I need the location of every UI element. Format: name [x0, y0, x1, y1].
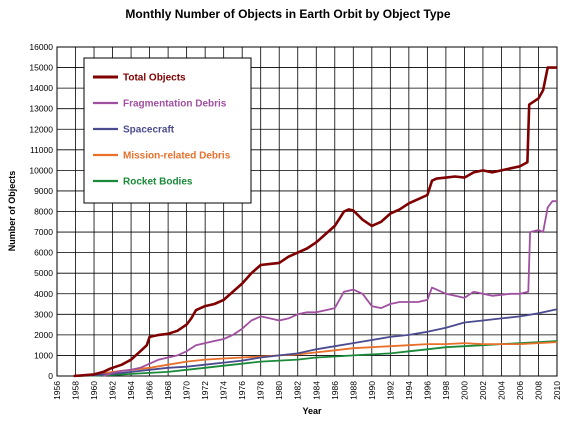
legend-label-fragmentation-debris: Fragmentation Debris: [123, 99, 227, 110]
y-tick-label: 11000: [30, 145, 53, 155]
x-tick-label: 1960: [89, 381, 99, 400]
y-tick-label: 6000: [34, 248, 53, 258]
x-tick-label: 2006: [515, 381, 525, 400]
x-tick-label: 2010: [552, 381, 562, 400]
series-line-rocket-bodies: [73, 340, 558, 377]
y-tick-label: 1000: [34, 350, 53, 360]
x-tick-label: 1976: [237, 381, 247, 400]
y-axis: 0 1000 2000 3000 4000 5000 6000 7000 8000 9000 100…: [29, 42, 53, 381]
y-tick-label: 7000: [34, 227, 53, 237]
x-tick-label: 1958: [71, 381, 81, 400]
y-tick-label: 10000: [29, 165, 53, 175]
y-tick-label: 14000: [29, 83, 53, 93]
series-line-mission-related-debris: [73, 341, 558, 377]
y-tick-label: 3000: [34, 309, 53, 319]
x-tick-label: 1986: [330, 381, 340, 400]
x-tick-label: 1964: [126, 381, 136, 400]
x-tick-label: 2000: [459, 381, 469, 400]
y-axis-title: Number of Objects: [7, 171, 17, 252]
legend-label-mission-related-debris: Mission-related Debris: [123, 151, 231, 162]
y-tick-label: 2000: [34, 330, 53, 340]
legend-label-spacecraft: Spacecraft: [123, 125, 175, 136]
x-tick-label: 1984: [311, 381, 321, 400]
x-tick-label: 1988: [348, 381, 358, 400]
x-tick-label: 1990: [367, 381, 377, 400]
legend-box: [83, 57, 252, 204]
x-tick-label: 1982: [293, 381, 303, 400]
x-tick-label: 1998: [441, 381, 451, 400]
chart-title: Monthly Number of Objects in Earth Orbit…: [125, 7, 450, 21]
series-line-total-objects: [73, 66, 557, 378]
x-tick-label: 2002: [478, 381, 488, 400]
series-line-fragmentation-debris: [103, 200, 557, 377]
x-tick-label: 1966: [145, 381, 155, 400]
x-axis-title: Year: [302, 406, 322, 416]
y-tick-label: 12000: [29, 124, 53, 134]
legend-label-total-objects: Total Objects: [123, 73, 186, 84]
x-tick-label: 1978: [256, 381, 266, 400]
y-tick-label: 13000: [29, 104, 53, 114]
x-tick-label: 1972: [200, 381, 210, 400]
x-axis: 1956 1958 1960 1962 1964 1966 1968 1970 1972 1974…: [52, 381, 562, 400]
legend: Total Objects Fragmentation Debris Spacecr…: [83, 57, 252, 204]
x-tick-label: 1996: [422, 381, 432, 400]
y-tick-label: 4000: [34, 289, 53, 299]
x-tick-label: 1994: [404, 381, 414, 400]
y-tick-label: 5000: [34, 268, 53, 278]
x-tick-label: 2004: [496, 381, 506, 400]
y-tick-label: 0: [48, 371, 53, 381]
x-tick-label: 1968: [163, 381, 173, 400]
x-tick-label: 1980: [274, 381, 284, 400]
x-tick-label: 1974: [219, 381, 229, 400]
x-tick-label: 1956: [52, 381, 62, 400]
series-group: [73, 66, 558, 378]
series-line-spacecraft: [73, 308, 558, 377]
x-tick-label: 1970: [182, 381, 192, 400]
y-tick-label: 9000: [34, 186, 53, 196]
y-tick-label: 8000: [34, 207, 53, 217]
y-tick-label: 16000: [29, 42, 53, 52]
x-tick-label: 1992: [385, 381, 395, 400]
legend-label-rocket-bodies: Rocket Bodies: [123, 177, 193, 188]
x-tick-label: 1962: [108, 381, 118, 400]
y-tick-label: 15000: [29, 63, 53, 73]
x-tick-label: 2008: [533, 381, 543, 400]
